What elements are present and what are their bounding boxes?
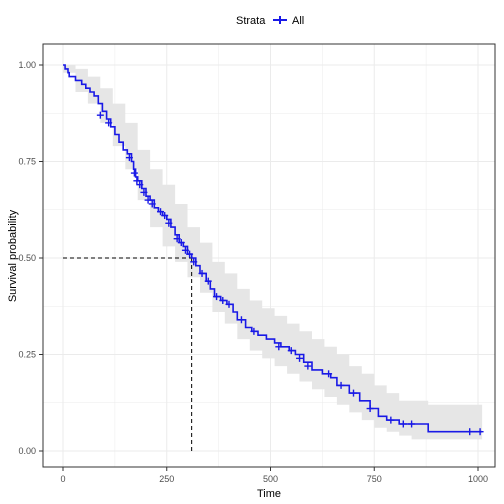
censor-mark — [198, 269, 206, 277]
censor-mark — [466, 428, 474, 436]
x-tick-label: 500 — [263, 474, 278, 484]
y-axis-title: Survival probability — [7, 209, 19, 302]
censor-mark — [399, 420, 407, 428]
censor-mark — [148, 200, 156, 208]
censor-mark — [105, 119, 113, 127]
censor-mark — [133, 177, 141, 185]
censor-mark — [337, 381, 345, 389]
censor-mark — [140, 188, 148, 196]
y-tick-label: 0.00 — [18, 446, 36, 456]
y-tick-label: 0.50 — [18, 253, 36, 263]
x-tick-label: 0 — [60, 474, 65, 484]
censor-mark — [275, 343, 283, 351]
censor-mark — [173, 235, 181, 243]
censor-mark — [219, 296, 227, 304]
censor-mark — [144, 196, 152, 204]
censor-mark — [181, 246, 189, 254]
censor-mark — [287, 347, 295, 355]
censor-mark — [350, 389, 357, 397]
censor-mark — [366, 405, 374, 413]
censor-mark — [408, 420, 416, 428]
y-tick-label: 0.25 — [18, 350, 36, 360]
censor-mark — [165, 219, 173, 227]
censor-mark — [161, 212, 169, 220]
confidence-band — [63, 65, 483, 444]
censor-marks — [96, 111, 484, 436]
censor-mark — [177, 239, 185, 247]
censor-mark — [476, 428, 484, 436]
censor-mark — [225, 300, 233, 308]
censor-mark — [204, 277, 212, 285]
censor-mark — [387, 416, 395, 424]
legend: Strata All — [236, 15, 304, 27]
censor-mark — [186, 250, 194, 258]
censor-mark — [213, 293, 221, 301]
censor-mark — [96, 111, 104, 119]
censor-mark — [125, 154, 133, 162]
censor-mark — [157, 208, 165, 216]
censor-mark — [130, 169, 138, 177]
censor-mark — [296, 354, 304, 362]
x-axis-title: Time — [257, 488, 281, 500]
axis-ticks: 0 250 500 750 1000 0.00 0.25 0.50 0.75 1.00 — [18, 60, 488, 484]
y-tick-label: 0.75 — [18, 157, 36, 167]
legend-title: Strata — [236, 15, 266, 27]
x-tick-label: 750 — [367, 474, 382, 484]
y-tick-label: 1.00 — [18, 60, 36, 70]
censor-mark — [250, 327, 258, 335]
x-tick-label: 250 — [159, 474, 174, 484]
survival-curve-all — [63, 64, 483, 433]
median-lines — [63, 257, 193, 451]
censor-mark — [237, 316, 245, 324]
legend-entry-all: All — [292, 15, 304, 27]
censor-mark — [190, 258, 198, 266]
censor-mark — [136, 181, 144, 189]
plot-border — [42, 43, 496, 468]
censor-mark — [304, 362, 312, 370]
censor-mark — [325, 370, 333, 378]
x-tick-label: 1000 — [468, 474, 488, 484]
